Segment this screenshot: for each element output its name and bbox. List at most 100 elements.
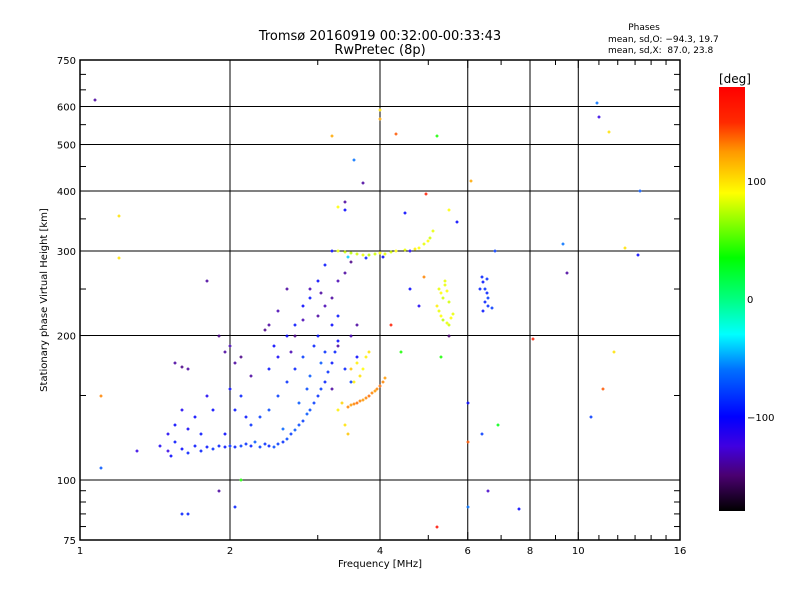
data-point <box>445 289 449 293</box>
data-point <box>447 300 451 304</box>
data-point <box>352 402 356 406</box>
data-point <box>367 350 371 354</box>
data-point <box>173 440 177 444</box>
data-point <box>636 253 640 257</box>
data-point <box>272 344 276 348</box>
x-tick-label: 2 <box>227 546 233 557</box>
data-point <box>301 318 305 322</box>
data-point <box>186 512 190 516</box>
data-point <box>612 350 616 354</box>
data-point <box>158 444 162 448</box>
data-point <box>355 355 359 359</box>
data-point <box>355 361 359 365</box>
data-point <box>319 291 323 295</box>
data-point <box>343 250 347 254</box>
x-tick-label: 4 <box>377 546 383 557</box>
data-point <box>249 444 253 448</box>
data-point <box>223 445 227 449</box>
data-point <box>408 287 412 291</box>
data-point <box>336 344 340 348</box>
data-point <box>441 318 445 322</box>
data-point <box>449 316 453 320</box>
data-point <box>330 361 334 365</box>
data-point <box>601 387 605 391</box>
x-tick-label: 1 <box>77 546 83 557</box>
data-point <box>466 440 470 444</box>
data-point <box>340 401 344 405</box>
data-point <box>239 478 243 482</box>
axes: 1 2 4 6 8 10 16 75 100 200 300 400 500 600 750 <box>57 56 686 557</box>
data-point <box>364 256 368 260</box>
data-point <box>323 380 327 384</box>
data-point <box>289 432 293 436</box>
data-point <box>267 367 271 371</box>
data-point <box>424 192 428 196</box>
data-point <box>239 355 243 359</box>
data-point <box>389 250 393 254</box>
y-tick-label: 100 <box>57 476 76 487</box>
data-point <box>330 387 334 391</box>
data-point <box>441 296 445 300</box>
data-point <box>447 323 451 327</box>
data-point <box>330 249 334 253</box>
data-point <box>367 394 371 398</box>
data-point <box>205 279 209 283</box>
data-point <box>480 432 484 436</box>
data-point <box>486 489 490 493</box>
data-point <box>336 205 340 209</box>
data-point <box>370 391 374 395</box>
data-point <box>478 287 482 291</box>
data-point <box>417 304 421 308</box>
data-point <box>381 255 385 259</box>
data-point <box>373 389 377 393</box>
data-point <box>426 239 430 243</box>
data-point <box>169 454 173 458</box>
data-point <box>281 427 285 431</box>
data-point <box>186 427 190 431</box>
data-point <box>336 339 340 343</box>
data-point <box>349 380 353 384</box>
data-point <box>239 444 243 448</box>
data-point <box>316 394 320 398</box>
data-point <box>493 249 497 253</box>
data-point <box>258 445 262 449</box>
data-point <box>186 451 190 455</box>
data-point <box>326 370 330 374</box>
data-point <box>308 296 312 300</box>
data-point <box>469 179 473 183</box>
data-point <box>346 405 350 409</box>
data-point <box>316 279 320 283</box>
data-point <box>249 423 253 427</box>
data-point <box>244 442 248 446</box>
data-point <box>285 437 289 441</box>
data-point <box>408 249 412 253</box>
data-point <box>281 440 285 444</box>
data-point <box>480 275 484 279</box>
data-point <box>381 380 385 384</box>
x-tick-label: 16 <box>674 546 687 557</box>
data-point <box>336 408 340 412</box>
data-point <box>211 408 215 412</box>
chart-title: Tromsø 20160919 00:32:00-00:33:43 <box>258 29 501 44</box>
data-point <box>330 296 334 300</box>
data-point <box>443 279 447 283</box>
y-tick-label: 500 <box>57 141 76 152</box>
data-point <box>373 252 377 256</box>
data-point <box>447 208 451 212</box>
data-point <box>285 287 289 291</box>
data-point <box>319 387 323 391</box>
data-point <box>228 387 232 391</box>
data-point <box>517 507 521 511</box>
data-point <box>267 444 271 448</box>
data-point <box>223 350 227 354</box>
data-point <box>173 361 177 365</box>
data-point <box>364 396 368 400</box>
data-point <box>435 525 439 529</box>
y-tick-label: 400 <box>57 187 76 198</box>
data-point <box>466 505 470 509</box>
data-point <box>135 449 139 453</box>
data-point <box>199 449 203 453</box>
data-point <box>496 423 500 427</box>
data-point <box>180 512 184 516</box>
data-point <box>447 334 451 338</box>
